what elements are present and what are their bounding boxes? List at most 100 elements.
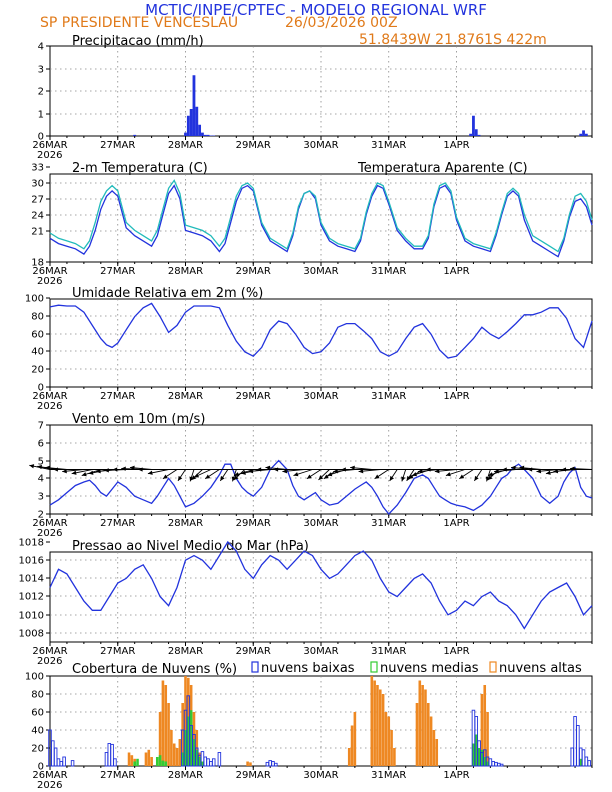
wind-barb-head <box>417 469 423 474</box>
cloud-bar <box>421 685 424 766</box>
cloud-bar <box>429 716 433 766</box>
cloud-bar <box>353 712 357 766</box>
wind-barb-head <box>194 473 200 478</box>
tick-y-label: 1008 <box>19 629 44 640</box>
tick-x-label: 28MAR <box>168 646 203 657</box>
header-coords: 51.8439W 21.8761S 422m <box>359 32 547 48</box>
panel-clouds: 26MAR 27MAR 28MAR 29MAR 30MAR 31MAR 1APR 2026 0 2… <box>25 661 593 791</box>
tick-x-label: 27MAR <box>100 140 135 151</box>
tick-y-label: 100 <box>25 294 44 305</box>
precip-bar <box>133 134 137 136</box>
cloud-bar-low <box>573 716 577 767</box>
tick-x-label: 29MAR <box>236 646 271 657</box>
tick-y-label: 20 <box>31 744 44 755</box>
tick-x-label: 1APR <box>443 518 469 529</box>
tick-x-label: 27MAR <box>100 646 135 657</box>
cloud-bar <box>184 730 187 766</box>
precip-bar <box>579 133 583 136</box>
cloud-bar <box>370 676 374 766</box>
cloud-bar <box>147 749 151 766</box>
wind-barb-head <box>88 470 94 475</box>
cloud-bar <box>426 703 430 766</box>
cloud-bar <box>175 748 179 766</box>
cloud-bar-low <box>56 758 61 767</box>
tick-x-label: 1APR <box>443 266 469 277</box>
tick-x-year: 2026 <box>37 150 62 161</box>
cloud-bar-low <box>488 758 493 767</box>
tick-x-label: 27MAR <box>100 391 135 402</box>
wind-barb-head <box>220 475 225 481</box>
wind-barb-head <box>323 474 329 479</box>
tick-y-label: 1018 <box>19 538 44 549</box>
panel-title: Pressao ao Nivel Medio do Mar (hPa) <box>72 539 309 554</box>
precip-bar <box>582 130 585 136</box>
wind-barb-head <box>487 475 493 480</box>
wind-barb-head <box>474 475 479 481</box>
cloud-bar <box>378 689 382 766</box>
cloud-bar <box>181 752 184 766</box>
tick-x-year: 2026 <box>37 780 62 791</box>
wind-barb-head <box>327 472 333 477</box>
legend-label: nuvens altas <box>499 661 582 676</box>
legend-swatch <box>489 661 497 673</box>
plot-frame <box>49 173 593 263</box>
panel-humidity: 26MAR 27MAR 28MAR 29MAR 30MAR 31MAR 1APR 2026 0 2… <box>25 286 593 412</box>
cloud-bar <box>192 739 196 766</box>
wind-barb-head <box>129 465 135 470</box>
tick-y-label: 27 <box>31 195 44 206</box>
cloud-bar <box>181 703 184 766</box>
tick-y-label: 4 <box>38 474 44 485</box>
cloud-bar <box>155 757 159 766</box>
cloud-bar <box>170 730 173 766</box>
tick-x-label: 30MAR <box>303 140 338 151</box>
cloud-bar <box>161 760 165 766</box>
cloud-bar-low <box>581 749 586 767</box>
header-station: SP PRESIDENTE VENCESLAU <box>40 15 238 31</box>
cloud-bar-low <box>107 743 112 767</box>
wind-barb-head <box>234 472 240 477</box>
wind-barb-head <box>459 474 465 479</box>
cloud-bar <box>390 730 393 766</box>
series-line <box>49 302 593 359</box>
wind-barb-head <box>350 465 355 470</box>
tick-x-label: 1APR <box>443 646 469 657</box>
cloud-bar <box>189 710 193 766</box>
wind-barb-head <box>37 464 42 470</box>
wind-barb-head <box>205 474 211 479</box>
wind-barb-head <box>341 467 346 472</box>
legend-swatch <box>251 661 259 673</box>
wind-barb-head <box>241 470 246 475</box>
tick-y-label: 0 <box>38 132 44 143</box>
cloud-bar <box>130 755 134 766</box>
tick-y-label: 6 <box>38 439 44 450</box>
legend-label: nuvens baixas <box>261 661 355 676</box>
wind-barb-head <box>333 469 338 474</box>
wind-barb-head <box>96 469 101 474</box>
tick-x-label: 28MAR <box>168 770 203 781</box>
tick-x-label: 30MAR <box>303 770 338 781</box>
cloud-bar <box>150 757 153 766</box>
tick-x-label: 1APR <box>443 770 469 781</box>
wind-barb-head <box>412 472 417 477</box>
panel-title: Vento em 10m (m/s) <box>72 412 205 427</box>
precip-bar <box>477 134 481 136</box>
tick-x-label: 31MAR <box>371 140 406 151</box>
tick-y-label: 0 <box>38 383 44 394</box>
wind-barb-head <box>408 474 414 479</box>
precip-bar <box>584 133 588 136</box>
wind-barb-head <box>147 470 153 475</box>
cloud-bar <box>249 762 252 766</box>
tick-y-label: 1014 <box>19 574 44 585</box>
wind-barb-head <box>53 467 58 472</box>
panel-title: Precipitacao (mm/h) <box>72 34 204 49</box>
cloud-bar <box>480 749 484 766</box>
wind-barb-head <box>488 472 494 477</box>
precip-bar <box>203 134 207 136</box>
tick-x-label: 26MAR <box>32 646 67 657</box>
cloud-bar-low <box>211 758 216 767</box>
tick-y-label: 33 <box>31 163 44 174</box>
wind-barb-head <box>401 476 406 482</box>
cloud-bar <box>136 758 139 766</box>
tick-y-label: 20 <box>31 365 44 376</box>
wind-barb-head <box>374 474 380 479</box>
